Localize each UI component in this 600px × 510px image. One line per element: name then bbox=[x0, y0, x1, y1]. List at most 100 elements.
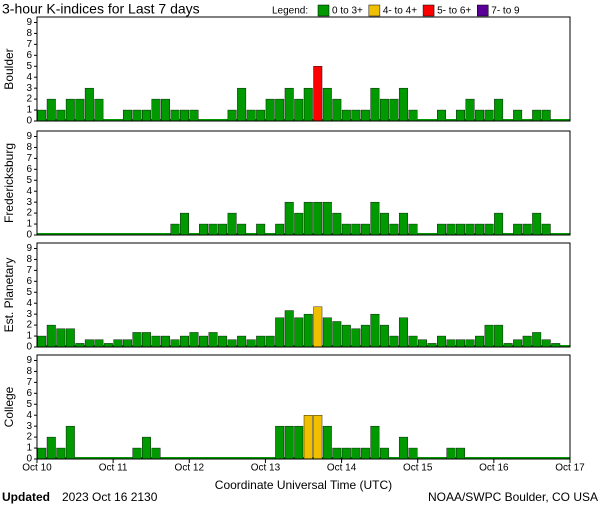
legend-label: 0 to 3+ bbox=[332, 6, 363, 17]
legend-swatch bbox=[317, 4, 330, 17]
bar bbox=[75, 343, 85, 348]
bar bbox=[294, 98, 304, 122]
x-tick-label: Oct 17 bbox=[555, 463, 585, 474]
y-tick-label: 2 bbox=[26, 208, 32, 219]
bar bbox=[265, 98, 275, 122]
bar bbox=[332, 98, 342, 122]
bar bbox=[56, 328, 66, 348]
bar bbox=[37, 109, 47, 122]
bar bbox=[218, 223, 228, 236]
y-axis-label: Est. Planetary bbox=[2, 258, 16, 333]
chart-title: 3-hour K-indices for Last 7 days bbox=[2, 1, 200, 17]
y-tick-label: 3 bbox=[26, 197, 32, 208]
bar bbox=[84, 339, 94, 348]
bar bbox=[294, 425, 304, 460]
bar bbox=[256, 109, 266, 122]
bar bbox=[84, 87, 94, 122]
bar bbox=[284, 425, 294, 460]
bar bbox=[398, 317, 408, 348]
bar bbox=[513, 339, 523, 348]
bar bbox=[332, 447, 342, 460]
plot-frame bbox=[36, 242, 571, 348]
bar bbox=[275, 223, 285, 236]
legend-label: 7- to 9 bbox=[491, 6, 520, 17]
y-tick-label: 5 bbox=[26, 61, 32, 72]
bar bbox=[370, 425, 380, 460]
bar bbox=[275, 317, 285, 348]
x-tick-label: Oct 15 bbox=[403, 463, 433, 474]
plot-frame bbox=[36, 16, 571, 122]
bar bbox=[237, 87, 247, 122]
y-tick-label: 9 bbox=[26, 17, 32, 28]
bar bbox=[351, 328, 361, 348]
bar bbox=[313, 66, 323, 122]
bar bbox=[532, 212, 542, 236]
bar bbox=[151, 98, 161, 122]
bar bbox=[180, 335, 189, 348]
bar bbox=[303, 87, 313, 122]
bar bbox=[360, 447, 370, 460]
bar bbox=[294, 212, 304, 236]
y-tick-label: 1 bbox=[26, 105, 32, 116]
bar bbox=[199, 335, 209, 348]
bar bbox=[218, 335, 228, 348]
bar bbox=[427, 343, 437, 348]
y-tick-label: 2 bbox=[26, 432, 32, 443]
bar bbox=[322, 201, 332, 236]
bar bbox=[141, 436, 151, 460]
x-tick-label: Oct 12 bbox=[175, 463, 205, 474]
y-tick-label: 1 bbox=[26, 331, 32, 342]
y-tick-label: 8 bbox=[26, 366, 32, 377]
y-tick-label: 5 bbox=[26, 287, 32, 298]
bar bbox=[180, 212, 189, 236]
bar bbox=[75, 98, 85, 122]
bar bbox=[503, 343, 513, 348]
y-axis-label: College bbox=[2, 386, 16, 427]
y-tick-label: 7 bbox=[26, 39, 32, 50]
y-tick-label: 1 bbox=[26, 219, 32, 230]
bar bbox=[341, 447, 351, 460]
bar bbox=[208, 332, 218, 348]
bar bbox=[475, 335, 485, 348]
bar bbox=[265, 335, 275, 348]
bar bbox=[46, 436, 56, 460]
bar bbox=[46, 98, 56, 122]
bar bbox=[484, 109, 494, 122]
bar bbox=[513, 223, 523, 236]
bar bbox=[65, 328, 75, 348]
bar bbox=[94, 98, 104, 122]
bar bbox=[541, 109, 551, 122]
bar bbox=[494, 212, 504, 236]
bar bbox=[46, 324, 56, 348]
y-tick-label: 9 bbox=[26, 243, 32, 254]
x-tick-label: Oct 14 bbox=[327, 463, 357, 474]
bar bbox=[437, 109, 446, 122]
legend-label: 4- to 4+ bbox=[383, 6, 417, 17]
y-tick-label: 0 bbox=[26, 230, 32, 241]
bar bbox=[122, 109, 132, 122]
y-tick-label: 6 bbox=[26, 50, 32, 61]
bar bbox=[294, 317, 304, 348]
bar bbox=[351, 109, 361, 122]
y-tick-label: 9 bbox=[26, 355, 32, 366]
bar bbox=[56, 109, 66, 122]
bar bbox=[103, 343, 113, 348]
bar bbox=[456, 339, 466, 348]
bar bbox=[456, 447, 466, 460]
y-tick-label: 0 bbox=[26, 454, 32, 465]
y-tick-label: 8 bbox=[26, 28, 32, 39]
y-axis-label: Boulder bbox=[2, 48, 16, 89]
y-tick-label: 4 bbox=[26, 72, 32, 83]
y-tick-label: 5 bbox=[26, 399, 32, 410]
bar bbox=[484, 324, 494, 348]
bar bbox=[37, 447, 47, 460]
x-tick-label: Oct 11 bbox=[99, 463, 128, 474]
bar bbox=[227, 109, 237, 122]
bar bbox=[113, 339, 123, 348]
bar bbox=[161, 335, 170, 348]
bar bbox=[284, 310, 294, 348]
plot-frame bbox=[36, 130, 571, 236]
bar bbox=[522, 335, 532, 348]
bar bbox=[94, 339, 104, 348]
bar bbox=[532, 109, 542, 122]
